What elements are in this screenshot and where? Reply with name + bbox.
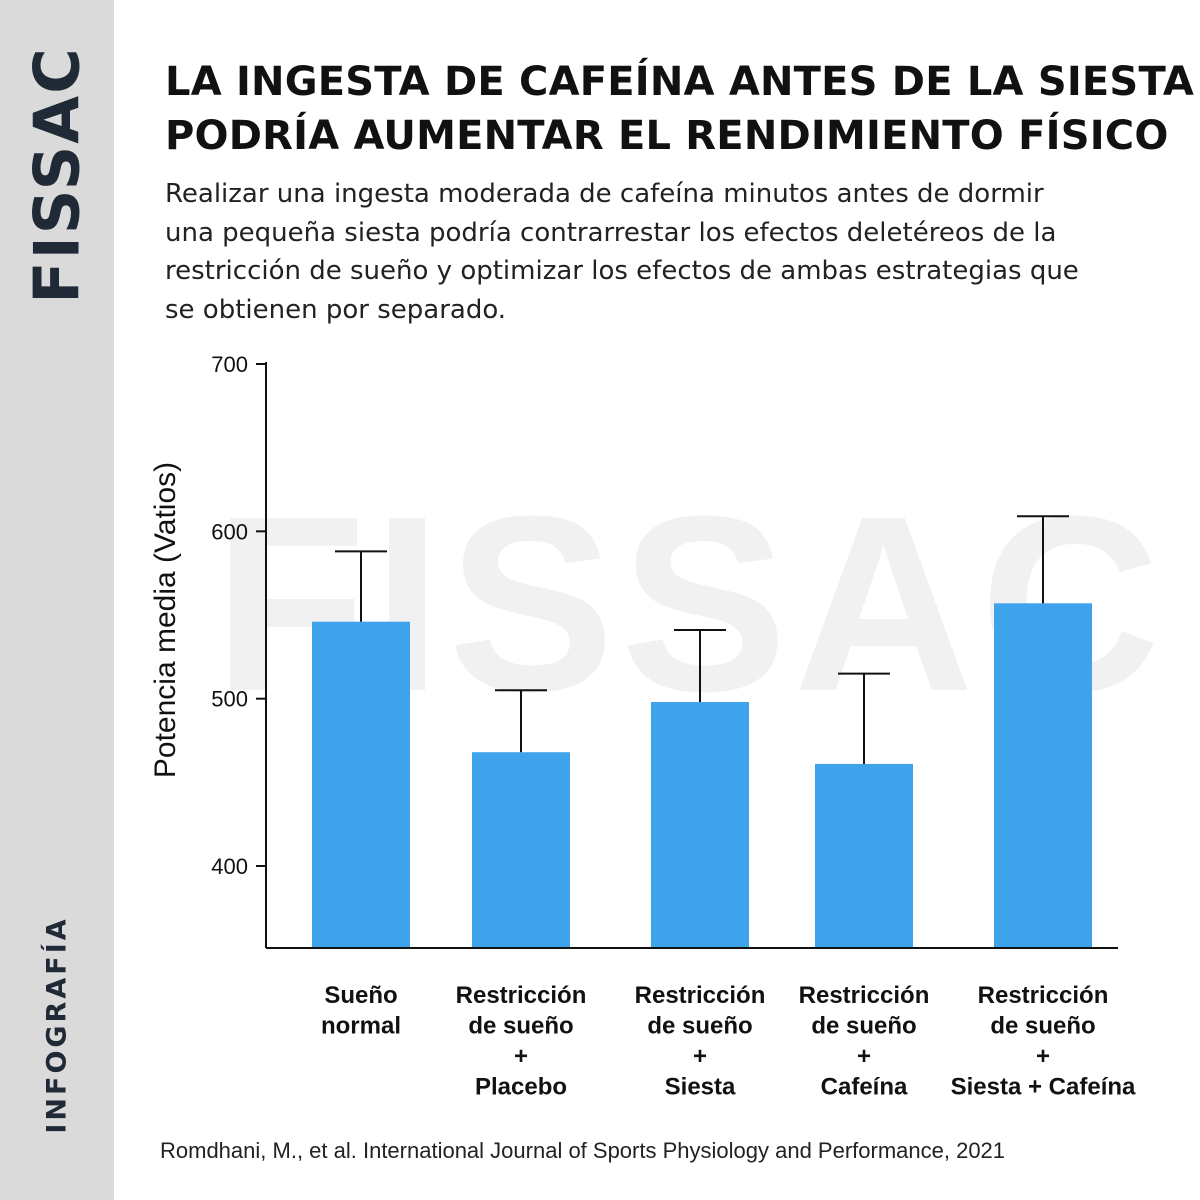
y-tick-label-600: 600 bbox=[211, 519, 248, 544]
subtitle-line-1: Realizar una ingesta moderada de cafeína… bbox=[165, 179, 1044, 209]
subtitle-line-4: se obtienen por separado. bbox=[165, 294, 507, 325]
bar-1 bbox=[312, 621, 410, 948]
title-line-1: LA INGESTA DE CAFEÍNA ANTES DE LA SIESTA bbox=[165, 59, 1194, 105]
citation: Romdhani, M., et al. International Journ… bbox=[160, 1138, 1006, 1163]
y-tick-label-500: 500 bbox=[211, 687, 248, 712]
bar-3 bbox=[651, 702, 749, 948]
page-subtitle: Realizar una ingesta moderada de cafeína… bbox=[165, 175, 1165, 329]
title-line-2: PODRÍA AUMENTAR EL RENDIMIENTO FÍSICO bbox=[165, 113, 1169, 159]
x-tick-label-5: Restricción de sueño + Siesta + Cafeína bbox=[951, 982, 1136, 1101]
x-tick-label-1: Sueño normal bbox=[321, 982, 401, 1040]
x-tick-label-2: Restricción de sueño + Placebo bbox=[456, 982, 587, 1101]
y-axis-label: Potencia media (Vatios) bbox=[149, 462, 182, 778]
y-tick-label-400: 400 bbox=[211, 854, 248, 879]
x-tick-label-4: Restricción de sueño + Cafeína bbox=[799, 982, 930, 1101]
y-tick-label-700: 700 bbox=[211, 352, 248, 377]
x-tick-label-3: Restricción de sueño + Siesta bbox=[635, 982, 766, 1101]
sidebar: FISSAC INFOGRAFÍA bbox=[0, 0, 114, 1200]
subtitle-line-2: una pequeña siesta podría contrarrestar … bbox=[165, 217, 1057, 248]
bar-5 bbox=[994, 603, 1092, 948]
page-title: LA INGESTA DE CAFEÍNA ANTES DE LA SIESTA… bbox=[165, 55, 1194, 163]
bar-4 bbox=[815, 763, 913, 948]
subtitle-line-3: restricción de sueño y optimizar los efe… bbox=[165, 256, 1079, 286]
bar-2 bbox=[472, 752, 570, 948]
